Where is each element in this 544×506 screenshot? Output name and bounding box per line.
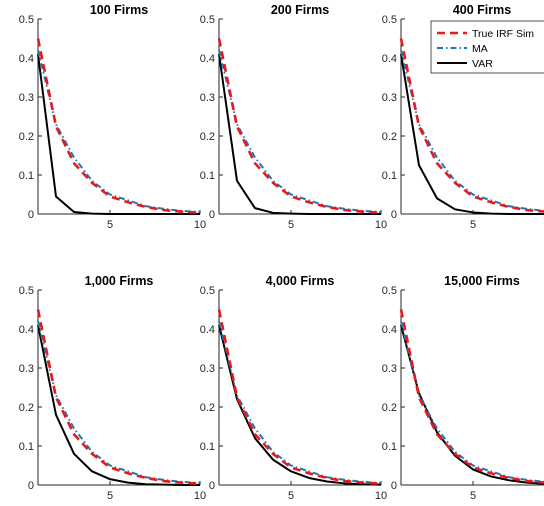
legend-label: True IRF Sim xyxy=(472,28,534,40)
y-tick-label: 0.5 xyxy=(382,285,397,297)
y-tick-label: 0.1 xyxy=(200,441,215,453)
y-tick-label: 0.2 xyxy=(382,402,397,414)
y-tick-label: 0 xyxy=(28,480,34,492)
y-tick-label: 0.1 xyxy=(200,170,215,182)
y-tick-label: 0.5 xyxy=(200,285,215,297)
series-line-var xyxy=(37,53,200,215)
y-tick-label: 0.3 xyxy=(200,92,215,104)
legend-label: VAR xyxy=(472,58,493,70)
x-tick-label: 10 xyxy=(375,219,387,231)
series-line-true-irf-sim xyxy=(36,309,201,486)
y-tick-label: 0.3 xyxy=(382,92,397,104)
y-tick-label: 0 xyxy=(209,480,215,492)
y-tick-label: 0.3 xyxy=(19,363,34,375)
panel-title: 4,000 Firms xyxy=(266,274,335,288)
y-tick-label: 0.2 xyxy=(19,402,34,414)
x-tick-label: 5 xyxy=(470,490,476,502)
y-tick-label: 0.4 xyxy=(200,53,215,65)
y-tick-label: 0.1 xyxy=(382,170,397,182)
legend: True IRF Sim MA VAR xyxy=(430,20,544,74)
y-tick-label: 0.2 xyxy=(200,402,215,414)
series-line-true-irf-sim xyxy=(217,38,382,215)
series-line-var xyxy=(400,53,544,215)
series-line-var xyxy=(218,53,381,215)
x-tick-label: 10 xyxy=(194,490,206,502)
series-line-true-irf-sim xyxy=(399,38,544,213)
series-line-true-irf-sim xyxy=(36,38,201,215)
y-tick-label: 0.5 xyxy=(19,14,34,26)
series-line-true-irf-sim xyxy=(399,309,544,484)
legend-label: MA xyxy=(472,43,488,55)
y-tick-label: 0.2 xyxy=(382,131,397,143)
series-line-ma xyxy=(218,49,382,214)
y-tick-label: 0.2 xyxy=(19,131,34,143)
x-tick-label: 10 xyxy=(194,219,206,231)
y-tick-label: 0.4 xyxy=(19,53,34,65)
y-tick-label: 0.4 xyxy=(382,324,397,336)
legend-box xyxy=(430,20,544,74)
series-line-ma xyxy=(218,320,382,485)
x-tick-label: 5 xyxy=(470,219,476,231)
series-line-true-irf-sim xyxy=(217,309,382,486)
y-tick-label: 0.1 xyxy=(19,170,34,182)
y-tick-label: 0.1 xyxy=(382,441,397,453)
y-tick-label: 0 xyxy=(209,209,215,221)
y-tick-label: 0.1 xyxy=(19,441,34,453)
panel-5: 4,000 Firms 0 0.1 0.2 0.3 0.4 0.5 5 10 xyxy=(200,274,387,502)
series-line-ma xyxy=(400,49,544,212)
y-tick-label: 0 xyxy=(28,209,34,221)
panel-4: 1,000 Firms 0 0.1 0.2 0.3 0.4 0.5 5 10 xyxy=(19,274,206,502)
panel-title: 400 Firms xyxy=(453,3,511,17)
y-tick-label: 0.5 xyxy=(200,14,215,26)
y-tick-label: 0 xyxy=(391,209,397,221)
panel-title: 15,000 Firms xyxy=(444,274,520,288)
panel-2: 200 Firms 0 0.1 0.2 0.3 0.4 0.5 5 10 xyxy=(200,3,387,231)
y-tick-label: 0.5 xyxy=(382,14,397,26)
x-tick-label: 10 xyxy=(375,490,387,502)
y-tick-label: 0.3 xyxy=(200,363,215,375)
y-tick-label: 0.4 xyxy=(200,324,215,336)
series-line-var xyxy=(218,324,382,486)
series-line-var xyxy=(37,324,200,486)
panel-1: 100 Firms 0 0.1 0.2 0.3 0.4 0.5 5 10 xyxy=(19,3,206,231)
y-tick-label: 0 xyxy=(391,480,397,492)
series-line-ma xyxy=(37,320,201,485)
series-line-ma xyxy=(400,320,544,483)
y-tick-label: 0.4 xyxy=(19,324,34,336)
panel-title: 100 Firms xyxy=(90,3,148,17)
panel-title: 1,000 Firms xyxy=(85,274,154,288)
x-tick-label: 5 xyxy=(288,490,294,502)
x-tick-label: 5 xyxy=(107,219,113,231)
x-tick-label: 5 xyxy=(107,490,113,502)
y-tick-label: 0.3 xyxy=(19,92,34,104)
panel-title: 200 Firms xyxy=(271,3,329,17)
series-line-ma xyxy=(37,49,201,214)
y-tick-label: 0.3 xyxy=(382,363,397,375)
x-tick-label: 5 xyxy=(288,219,294,231)
y-tick-label: 0.5 xyxy=(19,285,34,297)
y-tick-label: 0.4 xyxy=(382,53,397,65)
y-tick-label: 0.2 xyxy=(200,131,215,143)
